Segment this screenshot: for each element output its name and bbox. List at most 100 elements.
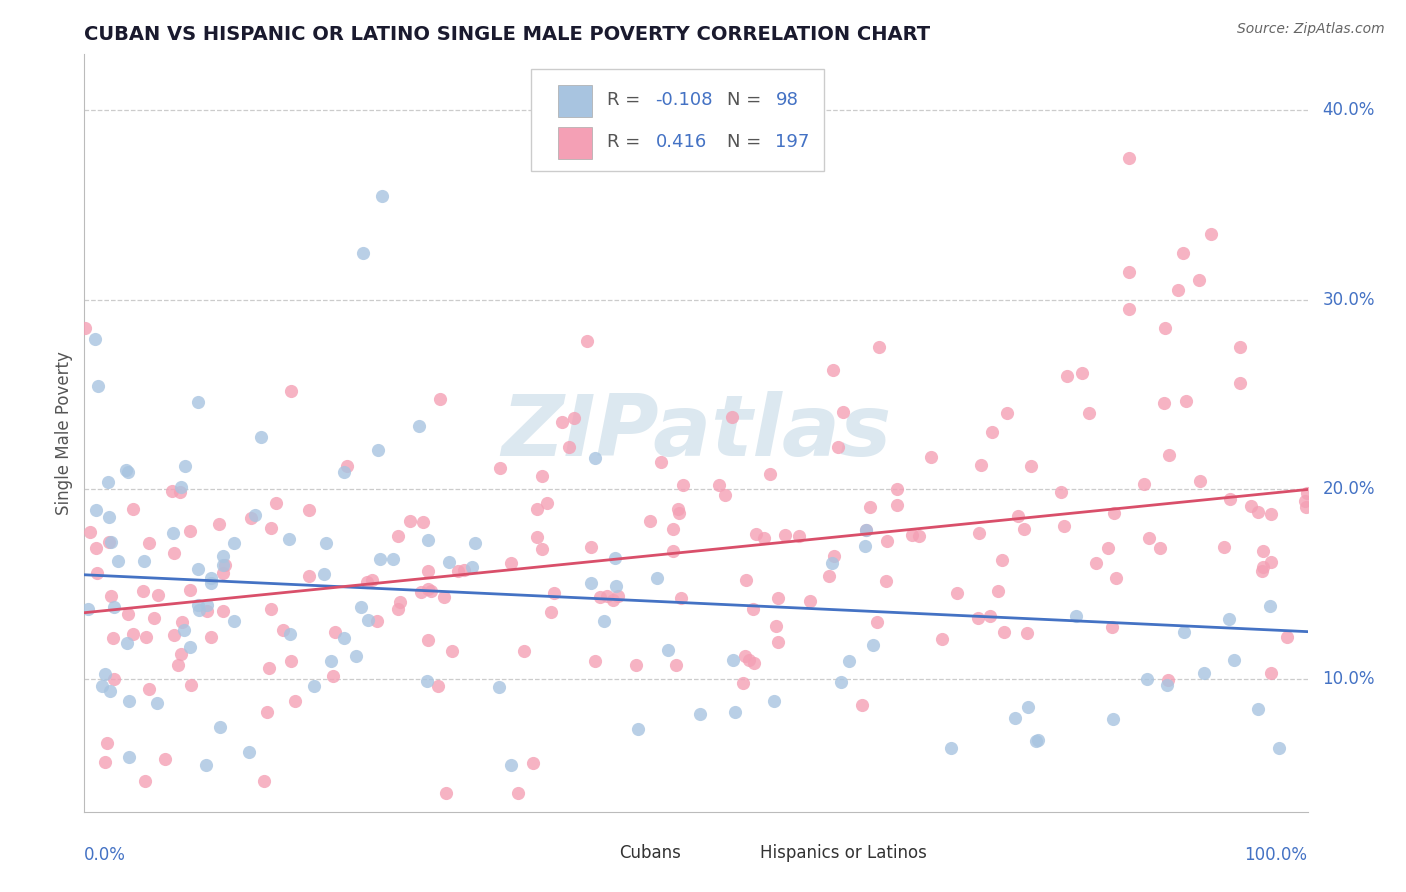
Point <box>212 558 235 572</box>
Point <box>536 496 558 510</box>
Point <box>138 682 160 697</box>
Point <box>647 571 669 585</box>
Point <box>371 188 394 202</box>
Point <box>1050 485 1073 500</box>
Point <box>389 595 412 609</box>
Point <box>387 601 409 615</box>
Point <box>821 363 844 377</box>
Point <box>624 658 647 673</box>
Point <box>1219 491 1241 506</box>
Text: CUBAN VS HISPANIC OR LATINO SINGLE MALE POVERTY CORRELATION CHART: CUBAN VS HISPANIC OR LATINO SINGLE MALE … <box>84 25 931 44</box>
Text: Source: ZipAtlas.com: Source: ZipAtlas.com <box>1237 22 1385 37</box>
Point <box>669 591 692 606</box>
Point <box>1229 340 1251 354</box>
Point <box>79 524 101 539</box>
Point <box>273 623 295 637</box>
Point <box>858 500 880 514</box>
Point <box>169 485 191 500</box>
Point <box>576 334 599 349</box>
Point <box>581 576 603 591</box>
Point <box>212 604 235 618</box>
Point <box>1102 712 1125 726</box>
Point <box>250 429 273 443</box>
Point <box>1157 673 1180 687</box>
Point <box>945 586 967 600</box>
Point <box>319 654 342 668</box>
Point <box>562 410 585 425</box>
Point <box>765 619 787 633</box>
Point <box>745 526 768 541</box>
Point <box>84 332 107 346</box>
Point <box>821 556 844 570</box>
Point <box>662 544 685 558</box>
Point <box>387 529 409 543</box>
Point <box>118 694 141 708</box>
Point <box>742 657 765 671</box>
Point <box>1097 541 1119 555</box>
Point <box>162 526 184 541</box>
Point <box>416 582 439 597</box>
Point <box>530 469 553 483</box>
Point <box>447 565 470 579</box>
Point <box>668 506 690 520</box>
Point <box>381 552 404 566</box>
Point <box>931 632 953 646</box>
Point <box>1247 505 1270 519</box>
Point <box>1153 321 1175 335</box>
Point <box>1267 741 1289 756</box>
Point <box>967 611 990 625</box>
Point <box>333 465 356 479</box>
Text: 0.416: 0.416 <box>655 133 707 151</box>
Point <box>862 639 884 653</box>
Point <box>657 643 679 657</box>
Point <box>1251 544 1274 558</box>
Point <box>731 676 754 690</box>
Point <box>179 524 201 539</box>
Point <box>1173 245 1195 260</box>
Point <box>1007 509 1029 524</box>
Point <box>302 679 325 693</box>
Point <box>437 556 460 570</box>
Point <box>855 523 877 537</box>
Point <box>122 502 145 516</box>
Point <box>200 570 222 584</box>
Point <box>333 631 356 645</box>
Point <box>97 475 120 489</box>
Point <box>1153 396 1175 410</box>
Point <box>886 498 908 512</box>
Point <box>280 654 302 668</box>
Point <box>98 535 121 549</box>
Bar <box>733 845 755 861</box>
Point <box>758 467 780 481</box>
Point <box>603 550 626 565</box>
Point <box>368 552 391 566</box>
Point <box>101 631 124 645</box>
Point <box>605 579 627 593</box>
Point <box>993 624 1015 639</box>
Point <box>103 673 125 687</box>
Point <box>118 749 141 764</box>
Point <box>323 625 346 640</box>
Point <box>298 569 321 583</box>
Point <box>174 459 197 474</box>
Point <box>1218 612 1240 626</box>
Point <box>148 588 170 602</box>
Point <box>260 601 283 615</box>
Point <box>73 321 96 335</box>
Point <box>875 574 897 588</box>
Point <box>830 674 852 689</box>
Point <box>315 536 337 550</box>
Point <box>253 773 276 788</box>
Point <box>1260 666 1282 681</box>
Point <box>855 523 877 537</box>
Point <box>602 592 624 607</box>
Point <box>419 584 441 599</box>
Point <box>526 530 548 544</box>
Point <box>665 658 688 673</box>
Point <box>94 667 117 681</box>
Point <box>1212 541 1234 555</box>
Point <box>866 615 889 630</box>
Point <box>408 419 430 434</box>
Point <box>336 459 359 474</box>
Point <box>134 554 156 568</box>
